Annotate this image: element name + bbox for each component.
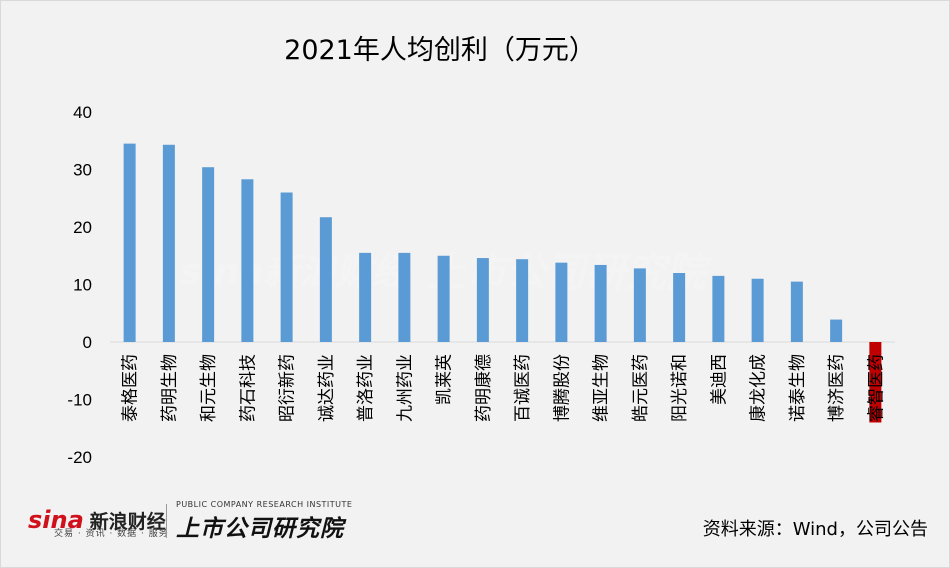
- category-label: 药石科技: [238, 354, 258, 422]
- category-label: 普洛药业: [356, 354, 376, 422]
- bar: [241, 179, 254, 342]
- y-axis-ticks: 40 30 20 10 0 -10 -20: [67, 103, 92, 467]
- bar: [437, 255, 450, 342]
- category-label: 诚达药业: [317, 354, 337, 422]
- category-label: 和元生物: [199, 354, 219, 422]
- institute-logo-en: PUBLIC COMPANY RESEARCH INSTITUTE: [176, 500, 353, 509]
- category-label: 泰格医药: [121, 354, 141, 422]
- bar: [869, 342, 882, 423]
- category-label: 睿智医药: [866, 354, 886, 422]
- y-tick-label: -20: [67, 448, 92, 467]
- y-tick-label: 20: [73, 218, 92, 237]
- sina-finance-logo: sina 新浪财经 交易 · 资讯 · 数据 · 服务: [28, 500, 169, 540]
- sina-logo-word: sina: [28, 506, 84, 534]
- bar: [633, 268, 646, 342]
- source-note: 资料来源：Wind，公司公告: [702, 519, 928, 540]
- bar: [673, 273, 686, 342]
- category-label: 美迪西: [709, 354, 729, 405]
- bar: [790, 281, 803, 342]
- category-label: 博腾股份: [552, 354, 572, 422]
- category-label: 阳光诺和: [670, 354, 690, 422]
- category-label: 九州药业: [395, 354, 415, 422]
- bar: [712, 275, 725, 342]
- bar: [162, 144, 175, 342]
- bar: [319, 217, 332, 342]
- category-label: 百诚医药: [513, 354, 533, 422]
- bars: [123, 143, 882, 423]
- bar: [123, 143, 136, 342]
- bar: [280, 192, 293, 342]
- category-labels: 泰格医药 药明生物 和元生物 药石科技 昭衍新药 诚达药业 普洛药业 九州药业 凯莱英 药明康德百…: [121, 354, 887, 422]
- bar: [751, 278, 764, 342]
- bar: [594, 264, 607, 342]
- bar: [202, 167, 215, 342]
- bar: [359, 252, 372, 342]
- chart-title: 2021年人均创利（万元）: [284, 35, 596, 66]
- institute-logo: PUBLIC COMPANY RESEARCH INSTITUTE 上市公司研究…: [176, 500, 352, 543]
- category-label: 维亚生物: [592, 354, 612, 422]
- category-label: 昭衍新药: [278, 354, 298, 422]
- category-label: 药明生物: [160, 354, 180, 422]
- category-label: 诺泰生物: [788, 354, 808, 422]
- bar: [830, 319, 843, 342]
- category-label: 凯莱英: [435, 354, 455, 405]
- y-tick-label: 40: [73, 103, 92, 122]
- y-tick-label: 10: [73, 276, 92, 295]
- bar: [476, 258, 489, 342]
- category-label: 皓元医药: [631, 354, 651, 422]
- y-tick-label: 0: [83, 333, 92, 352]
- institute-logo-cn: 上市公司研究院: [176, 516, 344, 542]
- y-tick-label: 30: [73, 161, 92, 180]
- logo-divider: [166, 504, 167, 538]
- y-tick-label: -10: [67, 391, 92, 410]
- bar: [555, 262, 568, 342]
- category-label: 博济医药: [827, 354, 847, 422]
- category-label: 药明康德: [474, 354, 494, 422]
- sina-logo-cn: 新浪财经: [89, 510, 166, 533]
- bar: [398, 252, 411, 342]
- bar: [516, 259, 529, 342]
- category-label: 康龙化成: [749, 354, 769, 422]
- sina-logo-sub: 交易 · 资讯 · 数据 · 服务: [54, 529, 169, 539]
